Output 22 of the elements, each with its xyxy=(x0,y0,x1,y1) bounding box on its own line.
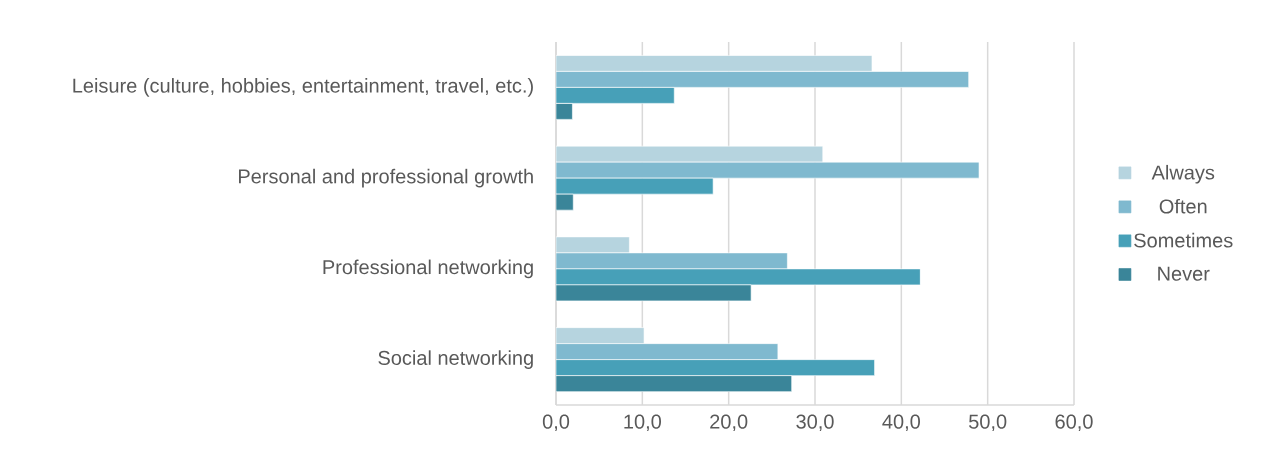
legend-label: Sometimes xyxy=(1134,232,1233,248)
bar xyxy=(556,55,873,72)
legend-label: Never xyxy=(1158,266,1210,281)
bar xyxy=(556,71,969,88)
x-tick-label: 10,0 xyxy=(624,414,662,432)
bar xyxy=(556,375,792,392)
bar xyxy=(556,87,675,104)
x-tick-label: 20,0 xyxy=(710,414,748,432)
bar xyxy=(556,359,875,376)
y-tick-label: Personal and professional growth xyxy=(239,168,533,188)
x-tick-label: 60,0 xyxy=(1055,414,1093,432)
x-tick-label: 0,0 xyxy=(542,414,570,432)
x-tick-label: 40,0 xyxy=(882,414,921,432)
bar xyxy=(556,327,645,344)
bar xyxy=(556,343,779,360)
x-tick-label: 50,0 xyxy=(969,414,1007,432)
y-tick-label: Social networking xyxy=(378,350,533,369)
legend-label: Always xyxy=(1151,164,1215,184)
legend-label: Often xyxy=(1159,198,1207,214)
x-tick-label: 30,0 xyxy=(796,414,834,432)
y-tick-label: Professional networking xyxy=(323,259,533,279)
y-tick-label: Leisure (culture, hobbies, entertainment, travel, etc.) xyxy=(73,78,533,97)
